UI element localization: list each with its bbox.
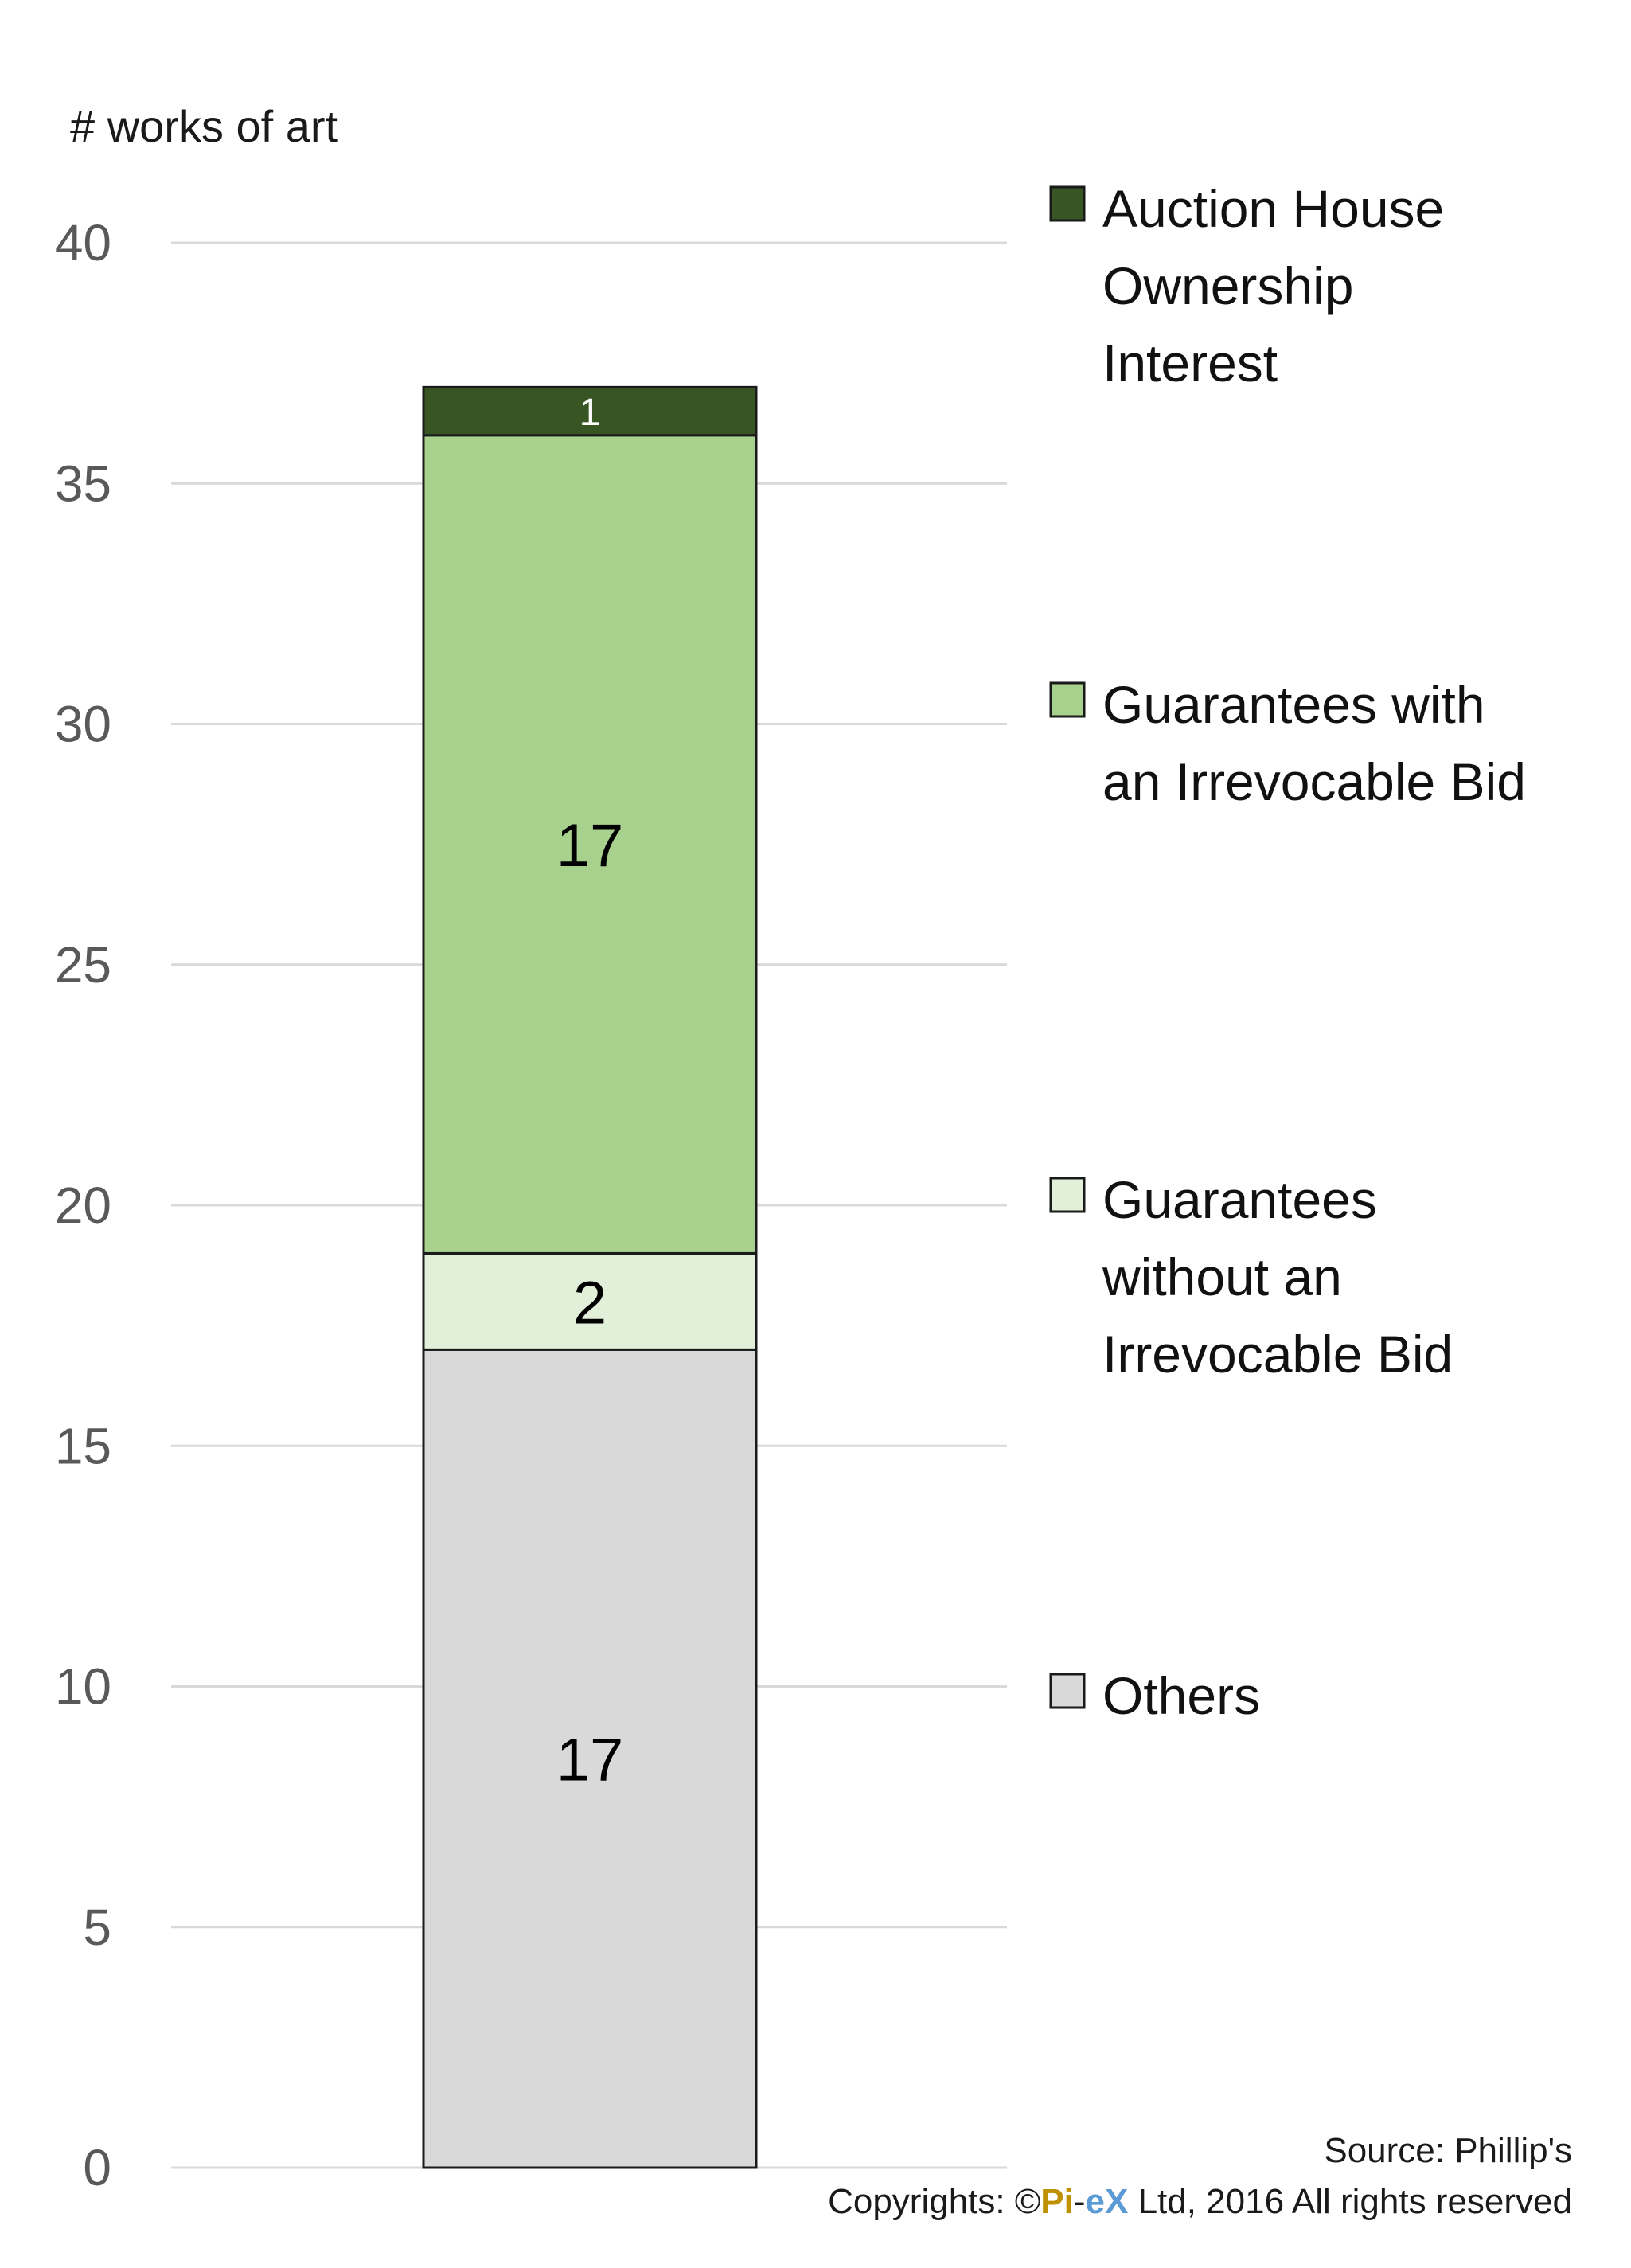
y-tick-label: 20 bbox=[55, 1177, 111, 1234]
bar-segments bbox=[422, 385, 758, 2169]
legend-swatch bbox=[1049, 681, 1086, 718]
legend: Auction House Ownership Interest Guarantees… bbox=[1049, 179, 1526, 1725]
y-tick-label: 10 bbox=[55, 1658, 111, 1716]
y-tick-label: 15 bbox=[55, 1417, 111, 1474]
legend-entry-text: Interest bbox=[1102, 334, 1278, 392]
copyright-prefix: Copyrights: © bbox=[828, 2182, 1040, 2221]
copyright-note: Copyrights: ©Pi-eX Ltd, 2016 All rights … bbox=[828, 2182, 1572, 2221]
y-axis-label: # works of art bbox=[70, 101, 338, 151]
legend-entry-text: Guarantees bbox=[1102, 1170, 1377, 1229]
data-label: 17 bbox=[556, 812, 624, 880]
bar-segment bbox=[422, 385, 758, 437]
copyright-suffix: Ltd, 2016 All rights reserved bbox=[1128, 2182, 1572, 2221]
y-tick-label: 5 bbox=[83, 1899, 111, 1956]
legend-swatch bbox=[1049, 1177, 1086, 1213]
legend-swatch bbox=[1049, 1673, 1086, 1709]
brand-dash: - bbox=[1074, 2182, 1086, 2221]
legend-entry-text: Ownership bbox=[1102, 256, 1353, 315]
y-tick-label: 30 bbox=[55, 696, 111, 753]
brand-ex: eX bbox=[1086, 2182, 1129, 2221]
legend-entry-text: Irrevocable Bid bbox=[1102, 1325, 1453, 1384]
y-tick-label: 35 bbox=[55, 455, 111, 512]
y-tick-label: 25 bbox=[55, 936, 111, 993]
legend-entry-text: without an bbox=[1102, 1247, 1342, 1306]
legend-entry-text: Others bbox=[1102, 1666, 1260, 1725]
legend-entry-text: Guarantees with bbox=[1102, 675, 1485, 734]
data-label: 2 bbox=[573, 1269, 607, 1337]
brand-pi: Pi bbox=[1040, 2182, 1074, 2221]
data-label: 17 bbox=[556, 1727, 624, 1794]
source-note: Source: Phillip's bbox=[1324, 2131, 1572, 2170]
bar-segment bbox=[422, 1251, 758, 1351]
y-tick-label: 40 bbox=[55, 214, 111, 271]
data-label: 1 bbox=[579, 392, 601, 434]
y-axis-ticks: 0 5 10 15 20 25 30 35 40 bbox=[55, 214, 111, 2196]
bar-segment bbox=[422, 434, 758, 1255]
legend-swatch bbox=[1049, 185, 1086, 222]
legend-entry-text: Auction House bbox=[1102, 179, 1444, 238]
bar-segment bbox=[422, 1348, 758, 2169]
legend-entry-text: an Irrevocable Bid bbox=[1102, 752, 1526, 811]
y-tick-label: 0 bbox=[83, 2139, 111, 2196]
data-labels: 17 2 17 1 bbox=[556, 392, 624, 1794]
